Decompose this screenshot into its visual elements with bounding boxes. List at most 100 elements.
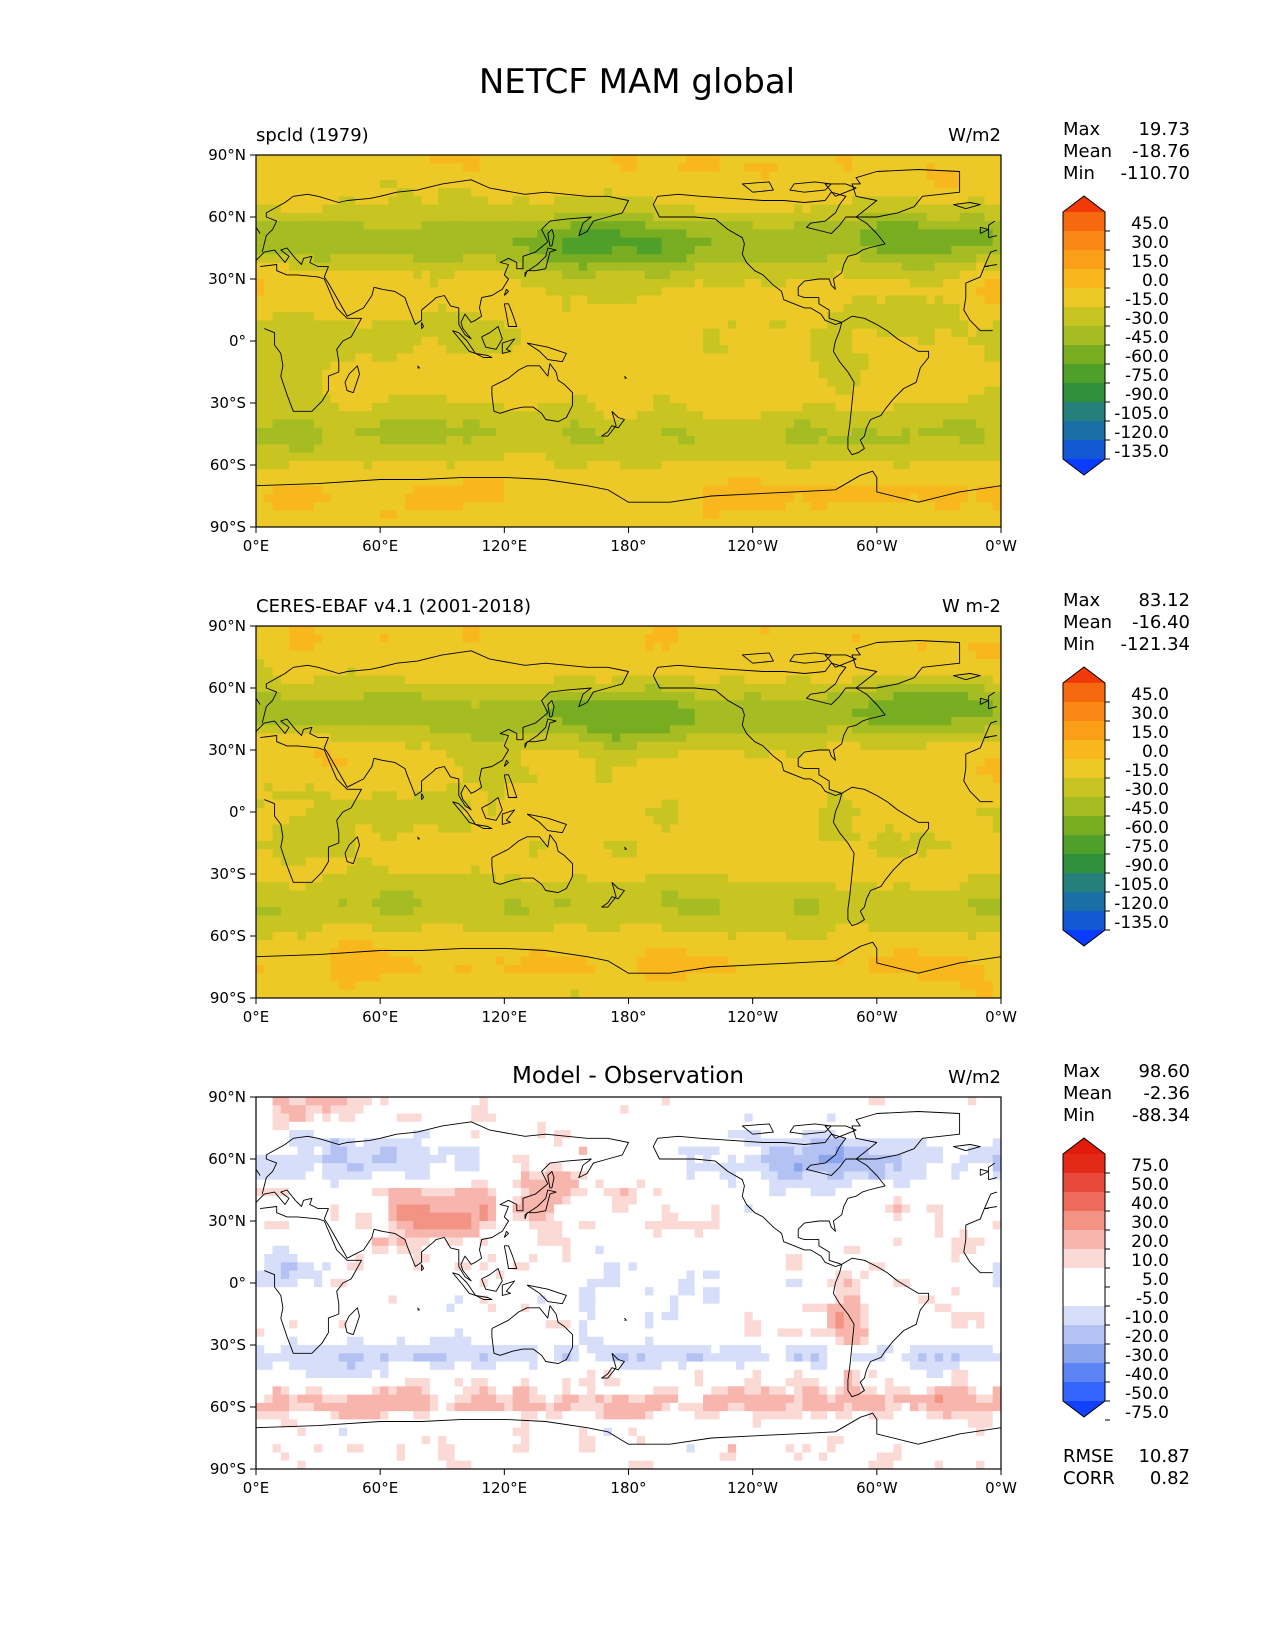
field-cell: [653, 262, 663, 272]
field-cell: [678, 188, 688, 197]
field-cell: [868, 469, 878, 478]
field-cell: [363, 485, 373, 495]
field-cell: [578, 245, 588, 255]
field-cell: [868, 270, 878, 280]
field-cell: [703, 642, 712, 652]
field-cell: [719, 179, 729, 189]
field-cell: [984, 427, 994, 437]
field-cell: [926, 245, 936, 255]
field-cell: [984, 485, 994, 495]
field-cell: [496, 667, 505, 677]
field-cell: [520, 369, 530, 379]
field-cell: [810, 436, 820, 445]
field-cell: [885, 378, 894, 388]
field-cell: [479, 659, 489, 668]
field-cell: [280, 444, 290, 454]
field-cell: [785, 675, 795, 685]
field-cell: [347, 171, 356, 181]
field-cell: [587, 419, 596, 429]
field-cell: [487, 204, 497, 214]
field-cell: [363, 245, 373, 255]
field-cell: [264, 386, 274, 396]
field-cell: [496, 411, 505, 421]
field-cell: [810, 204, 820, 214]
field-cell: [918, 328, 928, 338]
field-cell: [363, 204, 373, 214]
field-cell: [802, 312, 812, 321]
field-cell: [388, 320, 398, 330]
field-cell: [388, 642, 398, 652]
field-cell: [330, 361, 340, 371]
field-cell: [860, 650, 870, 660]
field-cell: [976, 460, 986, 470]
field-cell: [297, 155, 307, 164]
field-cell: [595, 444, 605, 454]
field-cell: [322, 634, 332, 644]
field-cell: [909, 394, 919, 404]
field-cell: [487, 419, 497, 429]
field-cell: [396, 270, 406, 280]
field-cell: [959, 469, 969, 478]
field-cell: [926, 502, 936, 512]
coastline: [547, 228, 555, 247]
field-cell: [951, 378, 961, 388]
field-cell: [976, 262, 986, 272]
field-cell: [562, 493, 572, 503]
field-cell: [620, 634, 630, 644]
field-cell: [951, 262, 961, 272]
field-cell: [338, 427, 348, 437]
field-cell: [810, 634, 820, 644]
field-cell: [554, 683, 563, 693]
field-cell: [363, 361, 373, 371]
field-cell: [785, 328, 795, 338]
field-cell: [338, 188, 348, 197]
field-cell: [868, 295, 878, 305]
field-cell: [313, 667, 323, 677]
field-cell: [669, 312, 679, 321]
field-cell: [338, 485, 348, 495]
field-cell: [587, 287, 596, 297]
field-cell: [727, 237, 737, 247]
field-cell: [562, 237, 572, 247]
field-cell: [901, 204, 911, 214]
field-cell: [578, 369, 588, 379]
field-cell: [669, 477, 679, 487]
field-cell: [405, 403, 414, 412]
field-cell: [429, 245, 439, 255]
field-cell: [901, 650, 911, 660]
field-cell: [703, 212, 712, 222]
field-cell: [256, 279, 265, 288]
field-cell: [587, 510, 596, 520]
field-cell: [636, 237, 646, 247]
field-cell: [462, 270, 472, 280]
field-cell: [868, 237, 878, 247]
field-cell: [363, 419, 373, 429]
colorbar-label: 0.0: [1142, 271, 1169, 291]
field-cell: [289, 642, 298, 652]
field-cell: [496, 171, 505, 181]
field-cell: [901, 320, 911, 330]
field-cell: [802, 493, 812, 503]
field-cell: [479, 452, 489, 462]
field-cell: [421, 221, 431, 230]
field-cell: [264, 378, 274, 388]
field-cell: [727, 659, 737, 668]
field-cell: [322, 336, 332, 346]
field-cell: [355, 403, 365, 412]
field-cell: [628, 295, 638, 305]
field-cell: [446, 320, 456, 330]
field-cell: [620, 312, 630, 321]
field-cell: [595, 634, 605, 644]
field-cell: [570, 353, 580, 363]
field-cell: [901, 196, 911, 206]
field-cell: [479, 237, 489, 247]
field-cell: [256, 237, 265, 247]
field-cell: [711, 163, 721, 173]
field-cell: [711, 659, 721, 668]
field-cell: [719, 221, 729, 230]
field-cell: [843, 675, 853, 685]
field-cell: [256, 229, 265, 239]
field-cell: [926, 212, 936, 222]
field-cell: [967, 477, 977, 487]
field-cell: [802, 452, 812, 462]
